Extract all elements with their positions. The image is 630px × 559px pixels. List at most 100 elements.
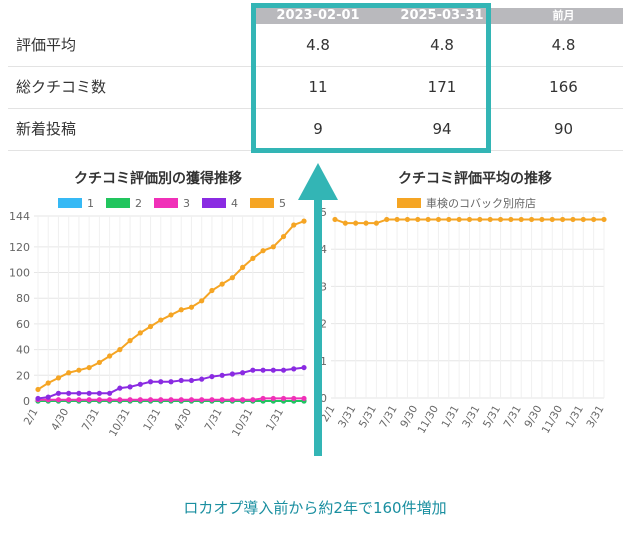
table-cell: 4.8	[430, 36, 454, 54]
data-point	[127, 338, 133, 344]
data-point	[342, 220, 348, 226]
table-cell: 9	[313, 120, 323, 138]
legend-swatch	[154, 198, 178, 208]
data-point	[178, 397, 184, 403]
data-point	[270, 367, 276, 373]
data-point	[209, 397, 215, 403]
chart2-title: クチコミ評価平均の推移	[398, 171, 552, 187]
data-point	[199, 376, 205, 382]
data-point	[260, 248, 266, 254]
legend-label: 4	[231, 197, 238, 210]
data-point	[291, 222, 297, 228]
data-point	[96, 359, 102, 366]
data-point	[86, 397, 92, 403]
data-point	[332, 216, 338, 223]
data-point	[549, 216, 555, 223]
data-point	[35, 395, 41, 402]
table-row: 評価平均 4.8 4.8 4.8	[8, 25, 623, 67]
data-point	[601, 216, 607, 223]
data-point	[373, 220, 379, 226]
legend-label: 5	[279, 197, 286, 210]
data-point	[107, 397, 113, 403]
data-point	[117, 385, 123, 391]
data-point	[147, 323, 154, 330]
data-point	[178, 307, 184, 313]
data-point	[560, 216, 566, 223]
data-point	[158, 397, 164, 403]
y-tick-label: 80	[16, 292, 30, 305]
table-cell: 94	[432, 120, 452, 138]
data-point	[199, 397, 205, 403]
legend-swatch	[250, 198, 274, 208]
data-point	[96, 397, 102, 403]
header-prev-month: 前月	[552, 9, 575, 22]
data-point	[127, 397, 133, 403]
legend-swatch	[58, 198, 82, 208]
data-point	[250, 367, 256, 373]
y-tick-label: 20	[16, 369, 30, 382]
data-point	[539, 216, 545, 223]
data-point	[45, 380, 51, 386]
data-point	[76, 397, 82, 403]
data-point	[229, 275, 235, 281]
data-point	[384, 216, 390, 223]
y-tick-label: 2	[320, 318, 327, 331]
data-point	[86, 390, 92, 396]
data-point	[168, 312, 174, 318]
data-point	[45, 394, 51, 400]
row-label: 新着投稿	[16, 120, 77, 138]
legend-label: 車検のコバック別府店	[426, 197, 536, 210]
data-point	[240, 264, 246, 270]
legend-item: 1	[58, 197, 94, 210]
data-point	[209, 373, 215, 380]
chart1-title: クチコミ評価別の獲得推移	[74, 171, 242, 187]
data-point	[55, 390, 62, 396]
data-point	[147, 397, 154, 403]
chart1-legend: 1 2 3 4 5	[58, 197, 298, 211]
table-cell: 11	[308, 78, 328, 96]
data-point	[363, 220, 369, 226]
data-point	[76, 390, 82, 396]
data-point	[137, 381, 143, 387]
y-tick-label: 120	[9, 241, 30, 254]
data-point	[219, 397, 225, 403]
data-point	[229, 371, 235, 377]
data-point	[219, 281, 225, 287]
data-point	[260, 367, 266, 373]
data-point	[280, 395, 287, 402]
y-tick-label: 60	[16, 318, 30, 331]
data-point	[301, 218, 307, 224]
data-point	[301, 364, 307, 371]
data-point	[280, 367, 287, 373]
data-point	[168, 379, 174, 385]
data-point	[270, 395, 276, 402]
data-point	[137, 397, 143, 403]
y-tick-label: 0	[320, 392, 327, 405]
data-point	[591, 216, 597, 223]
data-point	[435, 216, 442, 223]
data-point	[168, 397, 174, 403]
data-point	[570, 216, 576, 223]
data-point	[137, 330, 143, 336]
data-point	[188, 304, 195, 310]
data-point	[147, 379, 154, 385]
data-point	[477, 216, 483, 223]
data-point	[86, 364, 92, 371]
legend-label: 3	[183, 197, 190, 210]
data-point	[55, 375, 62, 381]
row-label: 総クチコミ数	[16, 78, 107, 96]
data-point	[280, 233, 287, 240]
data-point	[199, 298, 205, 304]
data-point	[188, 377, 195, 384]
y-tick-label: 4	[320, 243, 327, 256]
legend-swatch	[202, 198, 226, 208]
y-tick-label: 0	[23, 395, 30, 408]
data-point	[497, 216, 504, 223]
data-point	[456, 216, 462, 223]
legend-item: 5	[250, 197, 286, 210]
data-point	[240, 397, 246, 403]
data-point	[209, 287, 215, 294]
